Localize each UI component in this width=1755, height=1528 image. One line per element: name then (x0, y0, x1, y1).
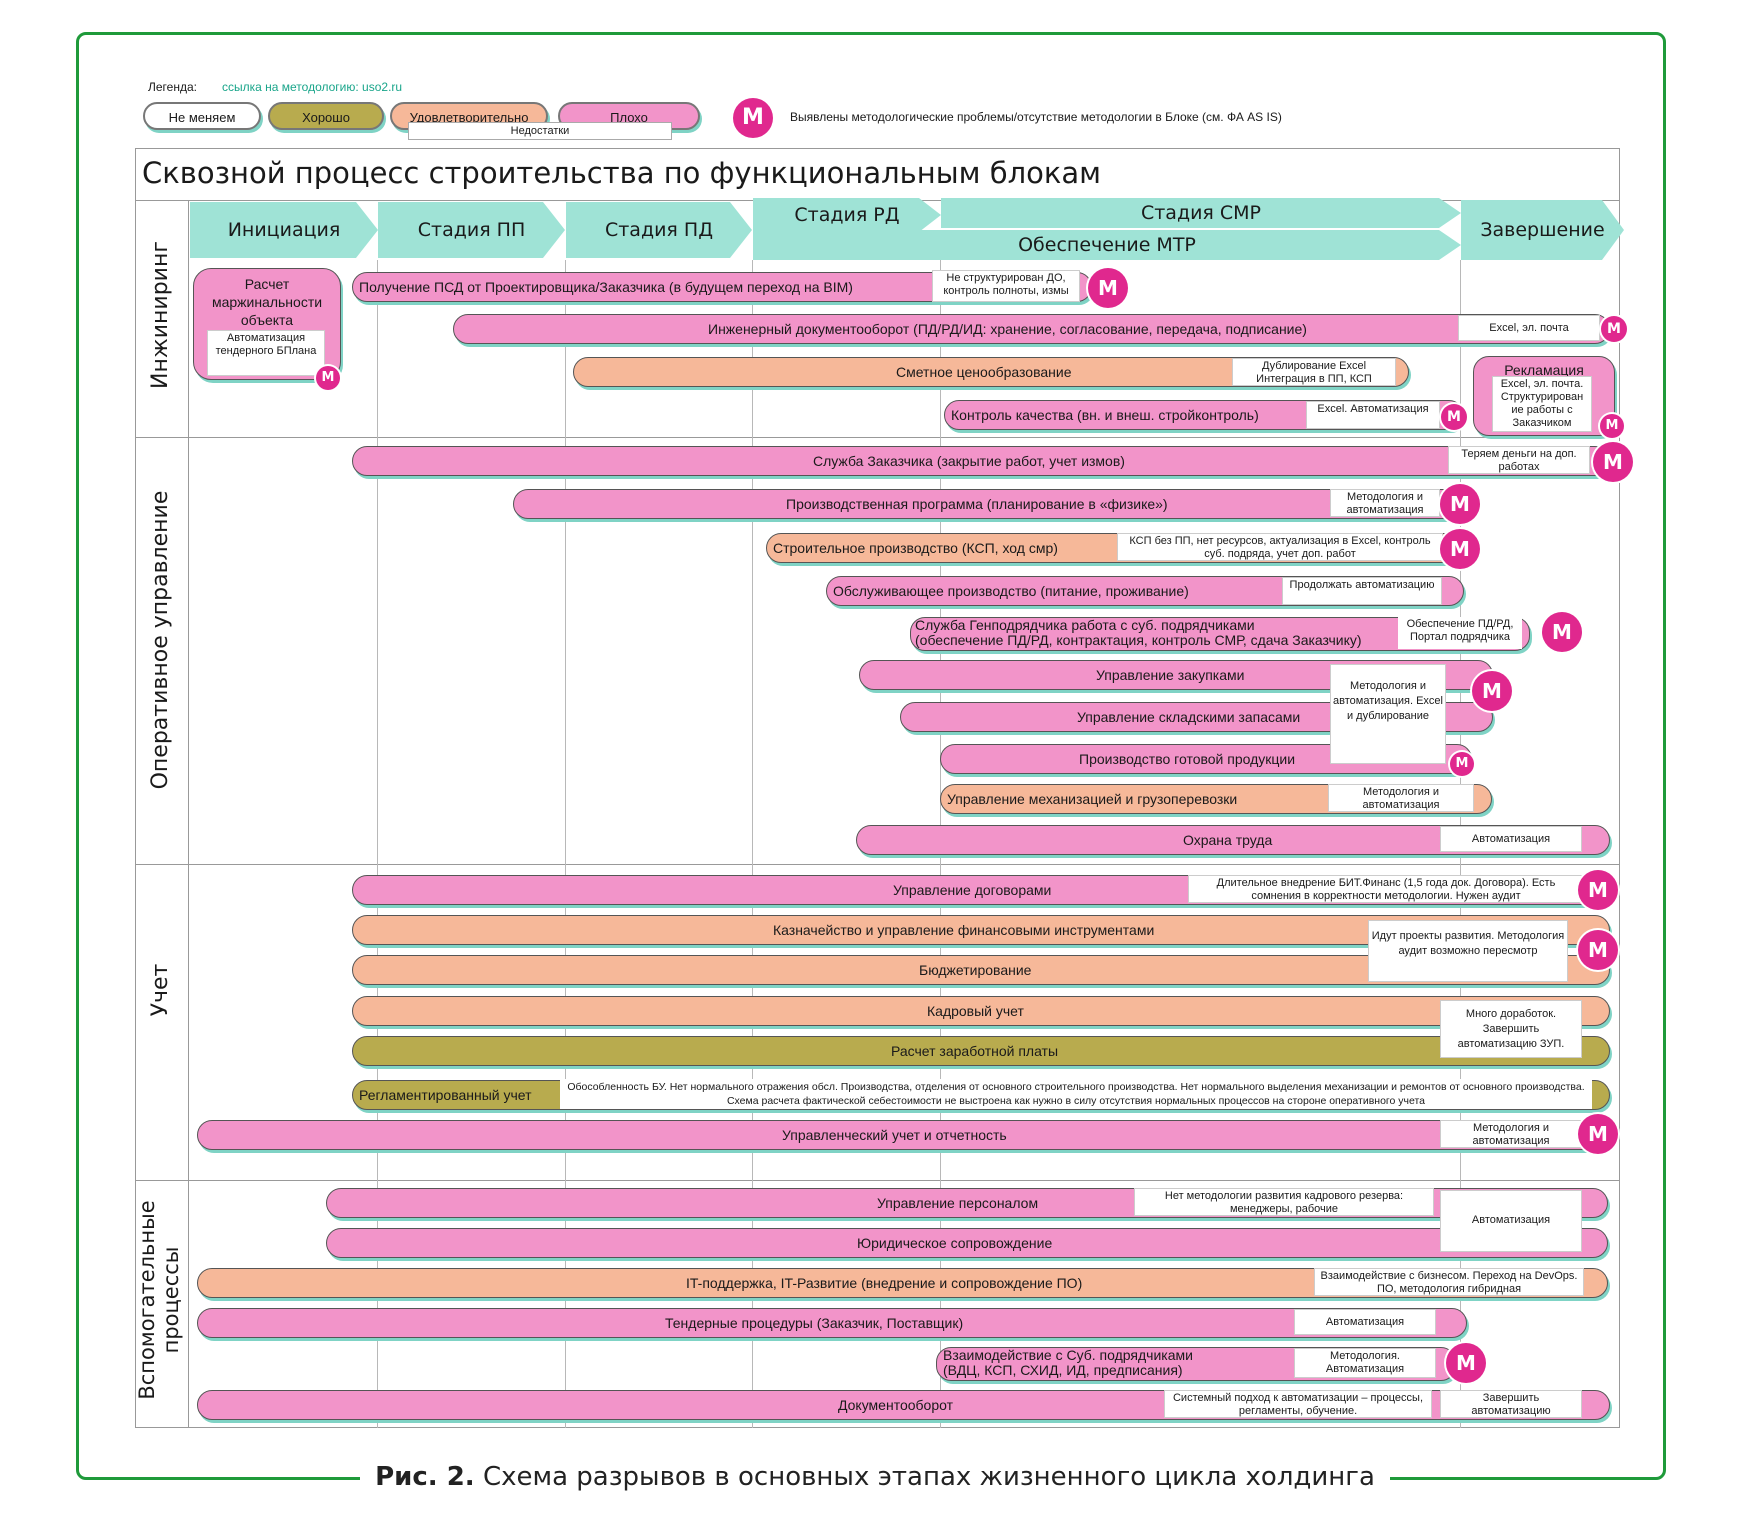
gap-note: КСП без ПП, нет ресурсов, актуализация в… (1117, 533, 1443, 561)
process-payroll[interactable]: Расчет заработной платы (352, 1036, 1610, 1066)
legend-m-description: Выявлены методологические проблемы/отсут… (790, 110, 1282, 124)
m-badge-icon: M (1578, 1114, 1618, 1154)
row-label-support: Вспомогательные процессы (135, 1200, 183, 1400)
stage-gridline (565, 260, 566, 1428)
gap-note: Excel, эл. почта (1458, 315, 1600, 341)
m-badge-icon: M (316, 366, 340, 390)
methodology-problem-icon: M (733, 98, 773, 138)
m-badge-icon: M (1593, 442, 1633, 482)
gap-note: Продолжать автоматизацию (1282, 577, 1442, 605)
gap-note: Автоматизация (1440, 826, 1582, 852)
gap-note: Много доработок. Завершить автоматизацию… (1440, 1000, 1582, 1058)
gap-note: Методология и автоматизация (1330, 489, 1440, 517)
gap-note: Методология. Автоматизация (1294, 1348, 1436, 1378)
gap-note: Завершить автоматизацию (1440, 1390, 1582, 1418)
legend-keep: Не меняем (143, 102, 261, 130)
gap-note: Автоматизация (1440, 1190, 1582, 1252)
m-badge-icon: M (1088, 268, 1128, 308)
process-production-program[interactable]: Производственная программа (планирование… (513, 489, 1476, 519)
stage-gridline (377, 260, 378, 1428)
gap-note: Методология и автоматизация (1328, 784, 1474, 812)
row-label-accounting: Учет (148, 963, 173, 1017)
legend-deficiencies-label: Недостатки (408, 122, 672, 140)
process-tender[interactable]: Тендерные процедуры (Заказчик, Поставщик… (197, 1308, 1467, 1338)
stage-smr: Стадия СМР (941, 198, 1461, 228)
row-label-divider (188, 200, 189, 1428)
m-badge-icon: M (1600, 414, 1624, 438)
row-label-engineering: Инжиниринг (148, 241, 173, 389)
stage-pp: Стадия ПП (378, 202, 565, 258)
stage-gridline (752, 260, 753, 1428)
gap-note: Методология и автоматизация. Excel и дуб… (1330, 664, 1446, 764)
gap-note: Автоматизация тендерного БПлана (207, 330, 325, 376)
gap-note: Обособленность БУ. Нет нормального отраж… (560, 1079, 1592, 1109)
stage-completion: Завершение (1461, 200, 1624, 260)
m-badge-icon: M (1441, 404, 1467, 430)
process-customer-service[interactable]: Служба Заказчика (закрытие работ, учет и… (352, 446, 1610, 476)
caption-background (360, 1466, 1390, 1492)
m-badge-icon: M (1601, 316, 1627, 342)
gap-note: Не структурирован ДО, контроль полноты, … (932, 270, 1080, 302)
m-badge-icon: M (1578, 930, 1618, 970)
process-hr-accounting[interactable]: Кадровый учет (352, 996, 1610, 1026)
gap-note: Нет методологии развития кадрового резер… (1134, 1188, 1434, 1216)
row-label-operations: Оперативное управление (148, 490, 173, 790)
gap-note: Теряем деньги на доп. работах (1448, 446, 1590, 474)
figure-caption: Рис. 2. Схема разрывов в основных этапах… (375, 1462, 1375, 1492)
gap-note: Обеспечение ПД/РД, Портал подрядчика (1398, 617, 1522, 649)
diagram-title: Сквозной процесс строительства по функци… (142, 156, 1102, 190)
process-legal-support[interactable]: Юридическое сопровождение (326, 1228, 1608, 1258)
stage-mtr: Обеспечение МТР (753, 230, 1461, 260)
gap-note: Excel, эл. почта. Структурирован ие рабо… (1492, 376, 1592, 432)
legend-title: Легенда: (148, 80, 197, 94)
gap-note: Дублирование Excel Интеграция в ПП, КСП (1232, 358, 1396, 386)
row-divider (135, 437, 1620, 438)
process-management-accounting[interactable]: Управленческий учет и отчетность (197, 1120, 1610, 1150)
gap-note: Длительное внедрение БИТ.Финанс (1,5 год… (1188, 875, 1584, 903)
row-divider (135, 1180, 1620, 1181)
gap-note: Excel. Автоматизация (1306, 401, 1440, 429)
m-badge-icon: M (1446, 1343, 1486, 1383)
process-engineering-docflow[interactable]: Инженерный документооборот (ПД/РД/ИД: хр… (453, 314, 1610, 344)
m-badge-icon: M (1578, 870, 1618, 910)
m-badge-icon: M (1450, 752, 1474, 776)
m-badge-icon: M (1440, 484, 1480, 524)
m-badge-icon: M (1440, 529, 1480, 569)
gap-note: Автоматизация (1294, 1309, 1436, 1335)
row-divider (135, 864, 1620, 865)
stage-pd: Стадия ПД (566, 202, 752, 258)
stage-initiation: Инициация (190, 202, 378, 258)
legend-methodology-link[interactable]: ссылка на методологию: uso2.ru (222, 80, 403, 94)
gap-note: Взаимодействие с бизнесом. Переход на De… (1314, 1268, 1584, 1296)
gap-note: Системный подход к автоматизации – проце… (1164, 1390, 1432, 1418)
m-badge-icon: M (1472, 671, 1512, 711)
m-badge-icon: M (1542, 612, 1582, 652)
gap-note: Методология и автоматизация (1440, 1120, 1582, 1148)
stage-rd: Стадия РД (753, 198, 941, 232)
gap-note: Идут проекты развития. Методология аудит… (1368, 920, 1568, 982)
legend-good: Хорошо (268, 102, 384, 130)
